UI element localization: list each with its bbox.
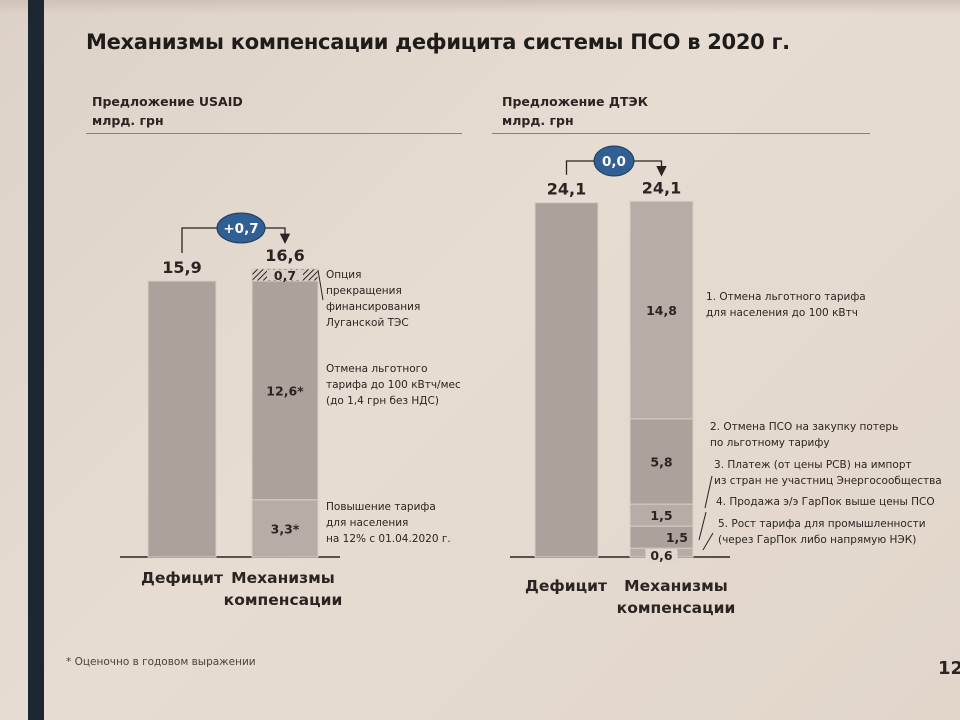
chart-0-leader-line: [317, 269, 324, 301]
chart-1-bar-segment: [629, 200, 694, 420]
chart-0-category-label: Дефицит: [141, 569, 223, 587]
chart-0-annotation-line: Повышение тарифа: [326, 501, 436, 513]
chart-0-annotation-line: Луганской ТЭС: [326, 317, 409, 329]
chart-0-segment-label: 0,7: [274, 268, 296, 283]
chart-1-segment-label: 1,5: [650, 508, 672, 523]
page-edge-shadow: [0, 0, 960, 14]
chart-1-annotation-line: для населения до 100 кВтч: [706, 307, 858, 319]
slide-accent-bar: [28, 0, 44, 720]
right-chart-header: Предложение ДТЭК млрд. грн: [502, 92, 648, 130]
left-chart-header: Предложение USAID млрд. грн: [92, 92, 243, 130]
chart-1-annotation-line: 5. Рост тарифа для промышленности: [718, 518, 926, 530]
chart-0-annotation-line: тарифа до 100 кВтч/мес: [326, 379, 461, 391]
chart-1-segment-label: 0,6: [650, 548, 672, 563]
chart-1-category-label: Дефицит: [525, 577, 607, 595]
chart-0-difference-badge: [216, 212, 266, 244]
chart-1-label-bg: [645, 549, 678, 563]
chart-1-difference-value: 0,0: [602, 154, 626, 170]
chart-0-category-label: компенсации: [224, 591, 343, 609]
chart-0-segment-label: 12,6*: [266, 383, 304, 398]
chart-0-total-label: 16,6: [265, 246, 304, 265]
chart-1-category-label: Механизмы: [624, 577, 728, 595]
chart-0-annotation-line: на 12% с 01.04.2020 г.: [326, 533, 451, 545]
chart-0-annotation-line: прекращения: [326, 285, 402, 297]
chart-0-label-bg: [267, 269, 303, 280]
chart-1-annotation-line: из стран не участниц Энергосообщества: [714, 475, 942, 487]
chart-1-annotation-line: 3. Платеж (от цены РСВ) на импорт: [714, 459, 912, 471]
chart-1-annotation-line: 1. Отмена льготного тарифа: [706, 291, 866, 303]
chart-1-leader-line: [704, 475, 713, 509]
chart-0-total-label: 15,9: [162, 258, 201, 277]
right-chart-title: Предложение ДТЭК: [502, 94, 648, 109]
chart-0-annotation-line: Отмена льготного: [326, 363, 428, 375]
chart-0-annotation-line: Опция: [326, 269, 361, 281]
right-header-rule: [492, 133, 870, 134]
chart-1-annotation-line: 4. Продажа э/э ГарПок выше цены ПСО: [716, 496, 935, 508]
chart-1-segment-label: 14,8: [646, 303, 677, 318]
chart-0-segment-label: 3,3*: [271, 521, 300, 536]
chart-1-category-label: компенсации: [617, 599, 736, 617]
chart-1-leader-line: [698, 511, 707, 541]
chart-0-category-label: Механизмы: [231, 569, 335, 587]
chart-1-segment-label: 5,8: [650, 454, 672, 469]
chart-1-total-label: 24,1: [642, 178, 681, 197]
slide-title: Механизмы компенсации дефицита системы П…: [86, 30, 790, 54]
chart-1-segment-label: 1,5: [666, 530, 688, 545]
chart-1-annotation-line: (через ГарПок либо напрямую НЭК): [718, 534, 916, 546]
chart-0-bar-segment: [251, 499, 319, 558]
chart-0-difference-value: +0,7: [223, 221, 258, 237]
chart-1-bar-segment: [534, 202, 599, 558]
chart-1-leader-line: [702, 532, 714, 551]
chart-1-total-label: 24,1: [547, 180, 586, 199]
left-chart-title: Предложение USAID: [92, 94, 243, 109]
chart-0-annotation-line: финансирования: [326, 301, 420, 313]
page-number: 12: [938, 658, 960, 679]
left-header-rule: [86, 133, 462, 134]
chart-1-difference-badge: [593, 145, 635, 177]
right-chart-unit: млрд. грн: [502, 113, 574, 128]
chart-0-bar-segment: [147, 280, 217, 558]
chart-0-annotation-line: для населения: [326, 517, 408, 529]
left-chart-unit: млрд. грн: [92, 113, 164, 128]
chart-0-annotation-line: (до 1,4 грн без НДС): [326, 395, 439, 407]
footnote: * Оценочно в годовом выражении: [66, 656, 256, 668]
chart-1-annotation-line: 2. Отмена ПСО на закупку потерь: [710, 421, 898, 433]
chart-1-annotation-line: по льготному тарифу: [710, 437, 830, 449]
